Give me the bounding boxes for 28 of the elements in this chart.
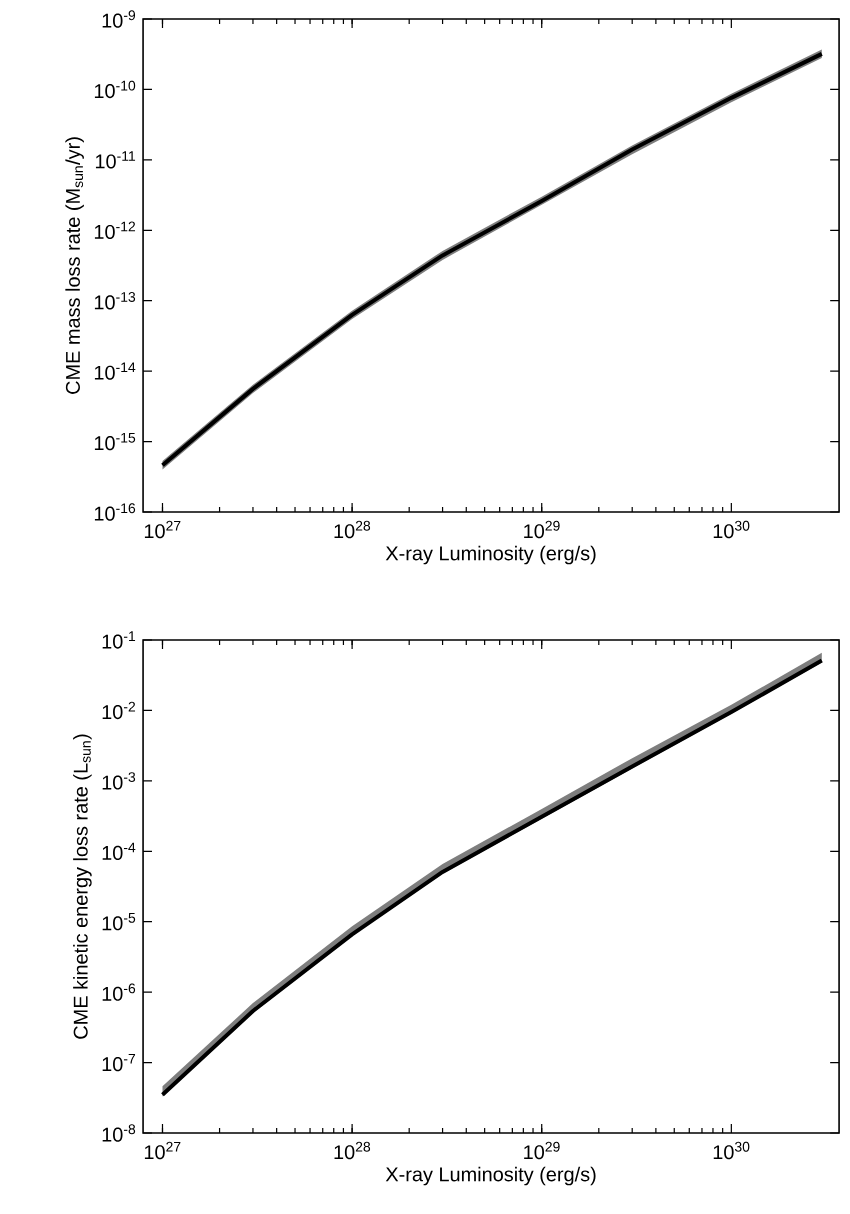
x-axis-title: X-ray Luminosity (erg/s) — [385, 545, 596, 565]
y-tick-label: 10$^{-14}$ — [94, 362, 136, 380]
x-tick-label: 10$^{30}$ — [713, 520, 750, 539]
x-tick-label: 10$^{28}$ — [334, 1141, 371, 1160]
x-tick-label: 10$^{27}$ — [144, 1141, 181, 1160]
x-tick-label: 10$^{30}$ — [713, 1141, 750, 1160]
x-axis-title: X-ray Luminosity (erg/s) — [385, 1166, 596, 1186]
y-tick-label: 10$^{-10}$ — [94, 80, 136, 99]
x-tick-label: 10$^{29}$ — [524, 1141, 560, 1160]
y-tick-label: 10$^{-15}$ — [94, 432, 136, 451]
y-tick-label: 10$^{-12}$ — [94, 221, 136, 239]
y-tick-label: 10$^{-16}$ — [94, 503, 136, 521]
x-tick-label: 10$^{29}$ — [524, 520, 560, 539]
y-tick-label: 10$^{-5}$ — [102, 913, 136, 931]
y-tick-label: 10$^{-2}$ — [102, 701, 136, 720]
y-tick-label: 10$^{-1}$ — [102, 631, 136, 649]
y-axis-title: CME mass loss rate (M$_{sun}$/yr) — [65, 137, 84, 394]
y-tick-label: 10$^{-3}$ — [102, 772, 136, 790]
y-tick-label: 10$^{-7}$ — [102, 1053, 136, 1072]
y-tick-label: 10$^{-6}$ — [102, 983, 136, 1001]
y-axis-title: CME kinetic energy loss rate (L$_{sun}$) — [73, 734, 92, 1039]
y-tick-label: 10$^{-13}$ — [94, 291, 136, 310]
x-tick-label: 10$^{27}$ — [144, 520, 181, 539]
y-tick-label: 10$^{-4}$ — [102, 842, 136, 860]
y-tick-label: 10$^{-9}$ — [102, 10, 136, 28]
y-tick-label: 10$^{-11}$ — [95, 151, 136, 169]
y-tick-label: 10$^{-8}$ — [102, 1124, 136, 1142]
x-tick-label: 10$^{28}$ — [334, 520, 371, 539]
